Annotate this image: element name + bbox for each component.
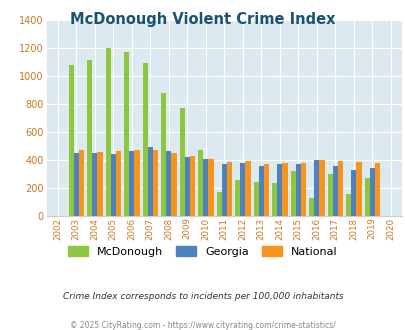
- Bar: [198, 149, 203, 216]
- Text: © 2025 CityRating.com - https://www.cityrating.com/crime-statistics/: © 2025 CityRating.com - https://www.city…: [70, 321, 335, 330]
- Bar: [240, 163, 245, 216]
- Bar: [245, 161, 250, 216]
- Bar: [147, 148, 153, 216]
- Bar: [105, 48, 111, 216]
- Bar: [142, 63, 147, 216]
- Bar: [129, 151, 134, 216]
- Bar: [190, 156, 194, 216]
- Bar: [332, 166, 337, 216]
- Bar: [74, 153, 79, 216]
- Bar: [300, 163, 305, 216]
- Bar: [111, 154, 115, 216]
- Bar: [313, 160, 319, 216]
- Bar: [350, 170, 356, 216]
- Bar: [271, 183, 277, 216]
- Bar: [253, 182, 258, 216]
- Bar: [290, 171, 295, 216]
- Bar: [203, 159, 208, 216]
- Bar: [171, 153, 176, 216]
- Bar: [153, 150, 158, 216]
- Bar: [216, 192, 221, 216]
- Bar: [327, 174, 332, 216]
- Bar: [124, 52, 129, 216]
- Bar: [161, 93, 166, 216]
- Bar: [79, 150, 84, 216]
- Bar: [282, 163, 287, 216]
- Bar: [234, 180, 240, 216]
- Bar: [345, 194, 350, 216]
- Bar: [263, 164, 269, 216]
- Text: Crime Index corresponds to incidents per 100,000 inhabitants: Crime Index corresponds to incidents per…: [62, 292, 343, 301]
- Bar: [258, 166, 263, 216]
- Bar: [308, 198, 313, 216]
- Bar: [68, 65, 74, 216]
- Bar: [87, 60, 92, 216]
- Bar: [166, 151, 171, 216]
- Bar: [319, 160, 324, 216]
- Bar: [221, 164, 226, 216]
- Bar: [374, 163, 379, 216]
- Legend: McDonough, Georgia, National: McDonough, Georgia, National: [64, 243, 341, 260]
- Bar: [92, 153, 97, 216]
- Bar: [208, 159, 213, 216]
- Bar: [337, 161, 342, 216]
- Bar: [134, 150, 139, 216]
- Bar: [184, 157, 190, 216]
- Bar: [356, 162, 361, 216]
- Bar: [277, 164, 282, 216]
- Bar: [115, 151, 121, 216]
- Bar: [226, 162, 232, 216]
- Bar: [364, 178, 369, 216]
- Text: McDonough Violent Crime Index: McDonough Violent Crime Index: [70, 12, 335, 26]
- Bar: [179, 108, 184, 216]
- Bar: [97, 152, 102, 216]
- Bar: [369, 168, 374, 216]
- Bar: [295, 164, 300, 216]
